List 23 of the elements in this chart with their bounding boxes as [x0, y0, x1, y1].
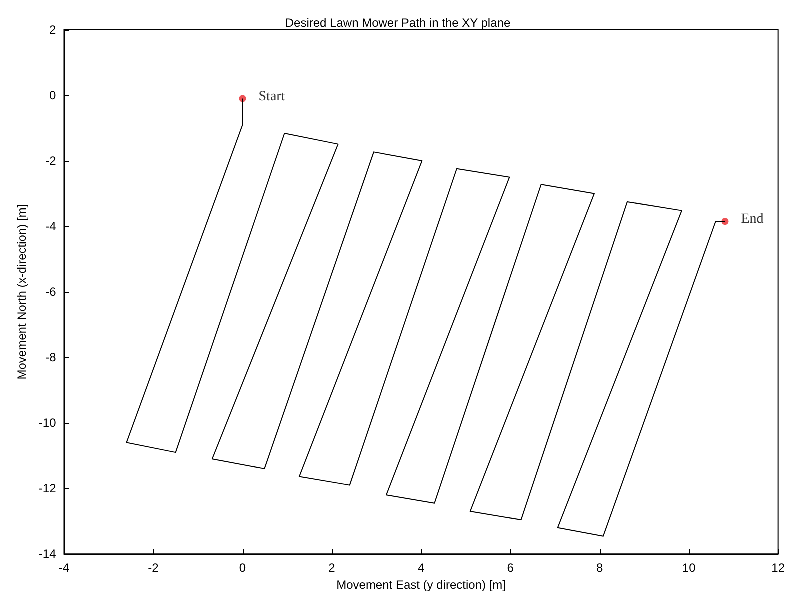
y-tick-label: 0 [50, 88, 57, 103]
y-tick-label: -6 [46, 285, 57, 300]
x-tick-label: -2 [148, 561, 160, 576]
y-tick-label: -4 [46, 220, 57, 234]
y-tick-label: -10 [38, 416, 57, 430]
annotation: Start [258, 89, 286, 104]
y-tick-label: -14 [38, 547, 57, 562]
chart-title: Desired Lawn Mower Path in the XY plane [285, 16, 511, 30]
y-tick-label: -2 [46, 154, 57, 168]
x-tick-label: 4 [418, 561, 425, 576]
annotation: End [741, 212, 764, 228]
x-tick-label: 10 [682, 561, 696, 576]
x-tick-label: 8 [596, 561, 604, 576]
y-axis-title: Movement North (x-direction) [m] [15, 204, 29, 380]
x-tick-label: 6 [507, 561, 514, 576]
x-tick-label: -4 [58, 561, 70, 576]
x-tick-label: 2 [328, 561, 336, 576]
x-tick-label: 12 [772, 561, 786, 576]
x-axis-title: Movement East (y direction) [m] [336, 578, 506, 592]
y-tick-label: -8 [46, 350, 57, 365]
y-tick-label: 2 [50, 23, 57, 37]
x-tick-label: 0 [239, 561, 246, 576]
y-tick-label: -12 [38, 482, 57, 496]
